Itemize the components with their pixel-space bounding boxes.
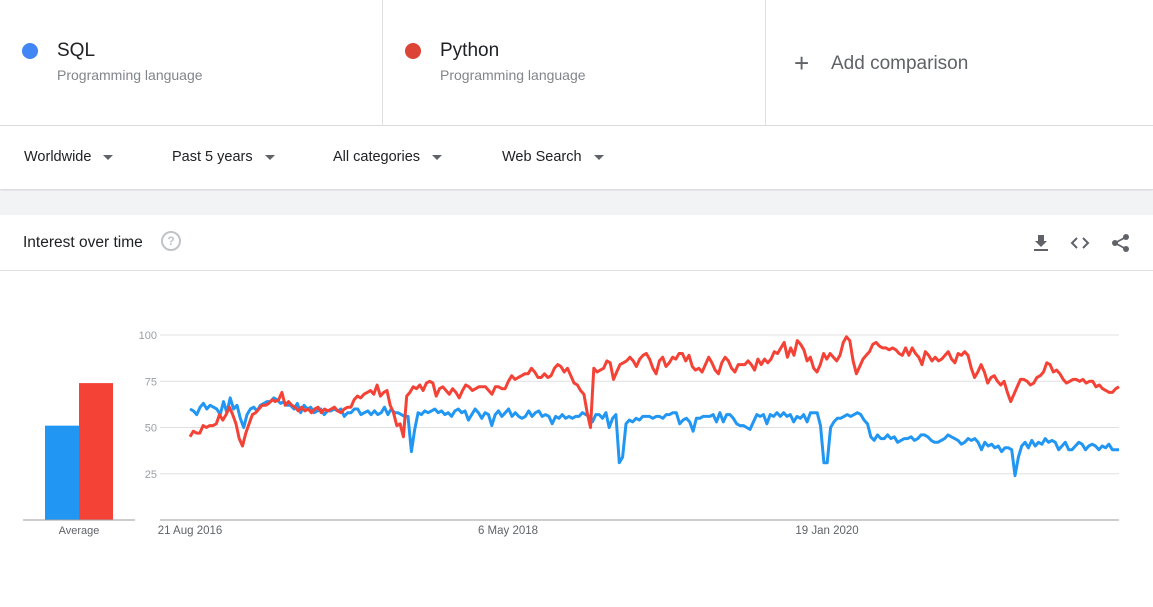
chevron-down-icon xyxy=(264,154,275,160)
average-bar-python xyxy=(79,383,113,520)
y-tick-label: 50 xyxy=(145,423,157,435)
average-bar-sql xyxy=(45,425,79,520)
interest-over-time-card: Interest over time ? Average 25 50 75 1 xyxy=(0,215,1153,607)
y-tick-label: 100 xyxy=(139,330,157,342)
x-tick-label: 19 Jan 2020 xyxy=(795,525,858,537)
filter-label: Worldwide xyxy=(24,149,92,165)
search-term-type: Programming language xyxy=(440,67,586,83)
filter-label: Web Search xyxy=(502,149,582,165)
filter-label: All categories xyxy=(333,149,421,165)
search-term-type: Programming language xyxy=(57,67,203,83)
filter-bar: Worldwide Past 5 years All categories We… xyxy=(0,126,1153,190)
search-type-filter-dropdown[interactable]: Web Search xyxy=(502,149,604,165)
series-color-dot xyxy=(22,43,38,59)
x-tick-label: 21 Aug 2016 xyxy=(158,525,223,537)
embed-code-icon[interactable] xyxy=(1069,232,1091,254)
chevron-down-icon xyxy=(432,154,443,160)
help-circle-icon[interactable]: ? xyxy=(161,231,181,251)
share-icon[interactable] xyxy=(1110,232,1132,254)
search-term-name: SQL xyxy=(57,40,96,61)
x-tick-label: 6 May 2018 xyxy=(478,525,538,537)
category-filter-dropdown[interactable]: All categories xyxy=(333,149,443,165)
chevron-down-icon xyxy=(103,154,114,160)
download-icon[interactable] xyxy=(1030,232,1052,254)
search-term-name: Python xyxy=(440,40,500,61)
card-header: Interest over time ? xyxy=(0,215,1153,271)
search-term-sql[interactable]: SQL Programming language xyxy=(0,0,383,126)
interest-over-time-chart: Average 25 50 75 100 21 Aug 2016 6 May 2018 1… xyxy=(23,330,1120,537)
x-axis-ticks: 21 Aug 2016 6 May 2018 19 Jan 2020 xyxy=(158,525,859,537)
chart-series xyxy=(188,335,1120,478)
filter-label: Past 5 years xyxy=(172,149,253,165)
series-color-dot xyxy=(405,43,421,59)
section-divider xyxy=(0,191,1153,215)
comparison-bar: SQL Programming language Python Programm… xyxy=(0,0,1153,126)
time-range-filter-dropdown[interactable]: Past 5 years xyxy=(172,149,275,165)
region-filter-dropdown[interactable]: Worldwide xyxy=(24,149,114,165)
plus-icon: + xyxy=(794,48,810,78)
average-bar-chart: Average xyxy=(23,383,135,537)
series-line-sql xyxy=(189,396,1119,478)
chevron-down-icon xyxy=(593,154,604,160)
series-line-python xyxy=(188,335,1120,448)
average-label: Average xyxy=(59,525,100,537)
chart-gridlines: 25 50 75 100 xyxy=(139,330,1119,521)
add-comparison-button[interactable]: + Add comparison xyxy=(766,0,1153,126)
search-term-python[interactable]: Python Programming language xyxy=(383,0,766,126)
card-title: Interest over time xyxy=(23,234,143,251)
add-comparison-label: Add comparison xyxy=(831,53,969,74)
y-tick-label: 25 xyxy=(145,469,157,481)
y-tick-label: 75 xyxy=(145,376,157,388)
